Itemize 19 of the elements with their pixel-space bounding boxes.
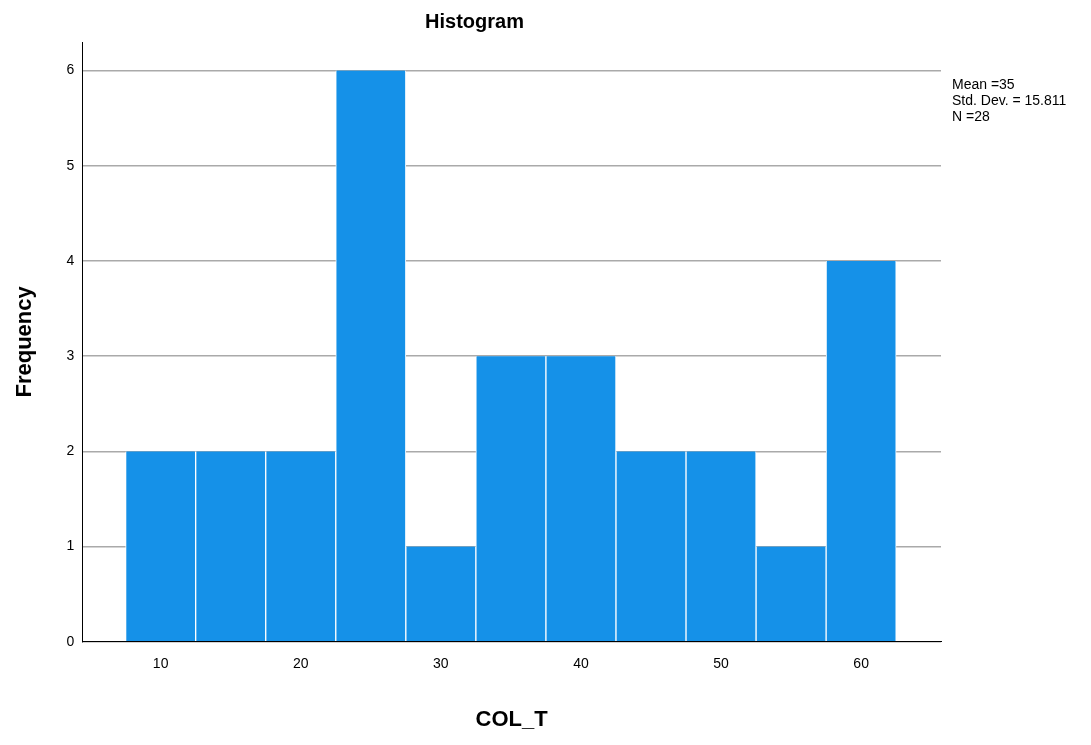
x-tick-label: 50 [713,655,730,672]
text: N =28 [952,108,991,124]
x-tick-label: 30 [433,655,449,672]
x-tick-label: 60 [853,655,870,672]
text: Std. Dev. = 15.811 [952,92,1067,108]
y-tick-label: 2 [66,442,75,459]
y-tick-label: 5 [66,156,75,173]
x-axis-title: COL_T [475,705,549,731]
y-tick-label: 6 [66,61,75,78]
y-tick-label: 0 [66,632,75,649]
text: Mean =35 [952,76,1016,92]
y-tick-label: 4 [66,251,75,268]
y-tick-label: 3 [66,347,75,364]
y-tick-label: 1 [66,537,75,554]
x-tick-label: 10 [152,655,169,672]
x-tick-label: 20 [292,655,309,672]
y-axis-title: Frequency [11,285,37,398]
x-tick-label: 40 [573,655,589,672]
chart-title: Histogram [425,9,524,32]
